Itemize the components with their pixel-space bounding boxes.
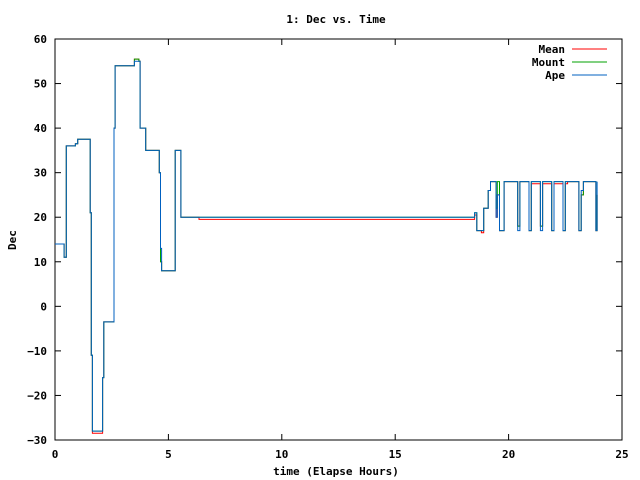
- legend-label: Mount: [532, 56, 565, 69]
- chart-title: 1: Dec vs. Time: [286, 13, 386, 26]
- y-axis: 60 50 40 30 20 10 0 −10 −20 −30: [27, 33, 622, 447]
- y-tick-label: 10: [34, 256, 47, 269]
- x-tick-label: 20: [502, 448, 515, 461]
- series-layer: [55, 58, 598, 434]
- x-tick-label: 0: [52, 448, 59, 461]
- x-tick-label: 5: [165, 448, 172, 461]
- x-tick-label: 10: [275, 448, 288, 461]
- y-tick-label: −10: [27, 345, 47, 358]
- y-axis-label: Dec: [6, 230, 19, 250]
- y-tick-label: 50: [34, 78, 47, 91]
- x-tick-label: 25: [615, 448, 628, 461]
- y-tick-label: −20: [27, 389, 47, 402]
- series-line-ape: [55, 60, 598, 432]
- series-line-mean: [55, 58, 598, 434]
- y-tick-label: 0: [40, 300, 47, 313]
- y-tick-label: 20: [34, 211, 47, 224]
- legend-label: Mean: [539, 43, 566, 56]
- x-tick-label: 15: [389, 448, 402, 461]
- y-tick-label: 40: [34, 122, 47, 135]
- x-axis-label: time (Elapse Hours): [273, 465, 399, 478]
- y-tick-label: 30: [34, 167, 47, 180]
- x-axis: 0 5 10 15 20 25: [52, 39, 629, 461]
- series-line-mount: [55, 58, 598, 432]
- y-tick-label: 60: [34, 33, 47, 46]
- y-tick-label: −30: [27, 434, 47, 447]
- legend-label: Ape: [545, 69, 565, 82]
- plot-frame: [54, 38, 623, 441]
